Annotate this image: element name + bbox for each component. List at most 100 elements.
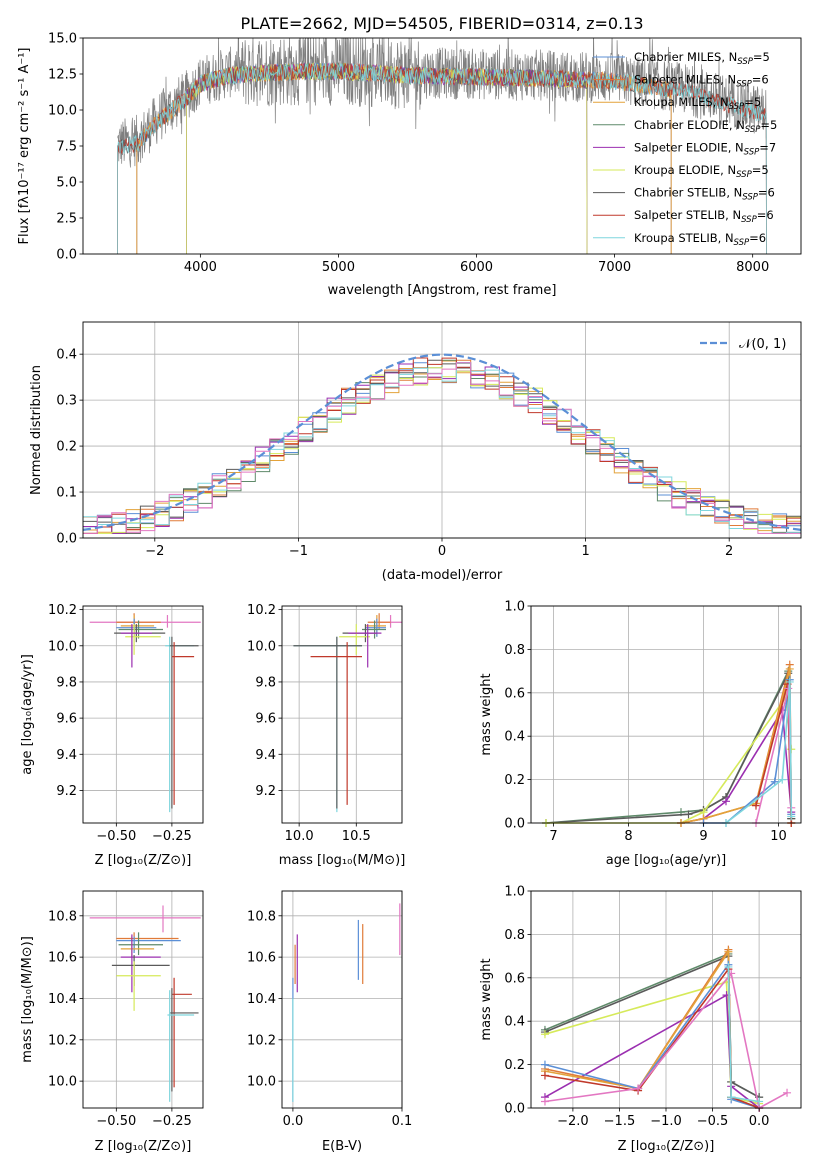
y-tick-label: 10.8 <box>48 909 77 924</box>
spectrum-y-ticks: 0.0 2.5 5.0 7.5 10.0 12.5 15.0 <box>48 32 83 263</box>
mass-weight-marker <box>540 1097 549 1106</box>
y-tick-label: 10.0 <box>48 104 77 119</box>
age-vs-mass-x-label: mass [log₁₀(M/M⊙)] <box>279 853 406 868</box>
x-tick-label: −0.5 <box>697 1114 729 1129</box>
age-vs-metallicity-panel: −0.50 −0.25 9.2 9.4 9.6 9.8 10.0 10.2 Z [log₁₀… <box>20 603 204 868</box>
y-tick-label: 10.4 <box>48 992 77 1007</box>
x-tick-label: −1.0 <box>650 1114 682 1129</box>
weight-vs-metallicity-y-label: mass weight <box>479 958 494 1040</box>
y-tick-label: 10.2 <box>48 1033 77 1048</box>
y-tick-label: 0.0 <box>56 532 77 547</box>
spectrum-data <box>117 38 767 254</box>
weight-vs-metallicity-data <box>540 945 792 1112</box>
y-tick-label: 0.0 <box>56 248 77 263</box>
figure-title: PLATE=2662, MJD=54505, FIBERID=0314, z=0… <box>240 14 643 33</box>
spectrum-x-label: wavelength [Angstrom, rest frame] <box>328 283 557 298</box>
x-tick-label: 9 <box>699 829 707 844</box>
weight-vs-age-y-ticks: 0.0 0.2 0.4 0.6 0.8 1.0 <box>504 600 531 832</box>
age-vs-metallicity-y-ticks: 9.2 9.4 9.6 9.8 10.0 10.2 <box>48 603 83 799</box>
x-tick-label: 0.0 <box>283 1114 304 1129</box>
y-tick-label: 0.4 <box>504 730 525 745</box>
age-vs-mass-x-ticks: 10.0 10.5 <box>285 823 371 844</box>
y-tick-label: 10.0 <box>247 1075 276 1090</box>
spectrum-y-label: Flux [fλ10⁻¹⁷ erg cm⁻² s⁻¹ A⁻¹] <box>17 48 32 245</box>
y-tick-label: 2.5 <box>56 212 77 227</box>
legend-entry-label: Chabrier MILES, NSSP=5 <box>634 50 770 67</box>
legend-entry-label: Kroupa ELODIE, NSSP=5 <box>634 163 769 180</box>
y-tick-label: 0.6 <box>504 971 525 986</box>
y-tick-label: 7.5 <box>56 140 77 155</box>
age-vs-metallicity-data <box>89 613 201 813</box>
y-tick-label: 9.2 <box>255 784 276 799</box>
mass-weight-marker <box>783 1088 792 1097</box>
weight-vs-age-y-label: mass weight <box>479 673 494 755</box>
age-vs-mass-y-ticks: 9.2 9.4 9.6 9.8 10.0 10.2 <box>247 603 282 799</box>
age-vs-metallicity-y-label: age [log₁₀(age/yr)] <box>20 654 35 775</box>
weight-vs-metallicity-x-label: Z [log₁₀(Z/Z⊙)] <box>618 1139 715 1154</box>
mass-vs-metallicity-axes-frame <box>82 890 204 1109</box>
residuals-y-label: Normed distribution <box>29 365 44 495</box>
mass-weight-marker <box>785 677 794 686</box>
x-tick-label: −1 <box>289 544 308 559</box>
x-tick-label: 7000 <box>598 260 631 275</box>
age-vs-metallicity-axes-frame <box>82 605 204 824</box>
mass-vs-extinction-axes-frame <box>281 890 403 1109</box>
y-tick-label: 10.2 <box>48 603 77 618</box>
mass-weight-marker <box>540 1030 549 1039</box>
y-tick-label: 10.2 <box>247 603 276 618</box>
mass-weight-marker <box>752 801 760 810</box>
mass-vs-metallicity-y-label: mass [log₁₀(M/M⊙)] <box>20 936 35 1063</box>
y-tick-label: 10.0 <box>48 1075 77 1090</box>
x-tick-label: 0 <box>438 544 446 559</box>
weight-vs-age-x-ticks: 7 8 9 10 <box>549 823 787 844</box>
y-tick-label: 0.3 <box>56 394 77 409</box>
normal-curve-legend-label: 𝒩(0, 1) <box>739 337 786 352</box>
y-tick-label: 9.4 <box>56 748 77 763</box>
age-vs-mass-data <box>293 613 402 813</box>
residual-histogram-line <box>83 362 801 534</box>
y-tick-label: 15.0 <box>48 32 77 47</box>
model-fit-line <box>117 62 767 254</box>
x-tick-label: 7 <box>549 829 557 844</box>
age-vs-metallicity-x-label: Z [log₁₀(Z/Z⊙)] <box>95 853 192 868</box>
weight-vs-metallicity-x-ticks: −2.0 −1.5 −1.0 −0.5 0.0 <box>557 1108 769 1129</box>
mass-vs-extinction-x-ticks: 0.0 0.1 <box>283 1108 412 1129</box>
mass-weight-marker <box>540 1071 549 1080</box>
y-tick-label: 5.0 <box>56 176 77 191</box>
y-tick-label: 10.8 <box>247 909 276 924</box>
y-tick-label: 9.8 <box>56 675 77 690</box>
mass-weight-line <box>544 993 760 1109</box>
y-tick-label: 0.1 <box>56 486 77 501</box>
y-tick-label: 9.4 <box>255 748 276 763</box>
y-tick-label: 0.2 <box>504 1058 525 1073</box>
y-tick-label: 0.4 <box>56 348 77 363</box>
age-vs-mass-panel: 10.0 10.5 9.2 9.4 9.6 9.8 10.0 10.2 mass [log₁… <box>247 603 405 868</box>
y-tick-label: 0.0 <box>504 1102 525 1117</box>
legend-entry-label: Chabrier ELODIE, NSSP=5 <box>634 118 777 135</box>
legend-entry-label: Kroupa STELIB, NSSP=6 <box>634 231 766 248</box>
mass-weight-marker <box>634 1084 643 1093</box>
x-tick-label: −0.50 <box>96 829 136 844</box>
weight-vs-metallicity-y-ticks: 0.0 0.2 0.4 0.6 0.8 1.0 <box>504 885 531 1117</box>
mass-weight-marker <box>727 1093 736 1102</box>
y-tick-label: 0.8 <box>504 928 525 943</box>
weight-vs-age-axes-frame <box>530 605 802 824</box>
mass-weight-marker <box>684 810 693 819</box>
spectrum-legend: Chabrier MILES, NSSP=5 Salpeter MILES, NS… <box>593 50 777 248</box>
mass-weight-marker <box>785 664 794 673</box>
y-tick-label: 10.6 <box>48 951 77 966</box>
mass-weight-marker <box>755 1097 764 1106</box>
mass-vs-metallicity-x-label: Z [log₁₀(Z/Z⊙)] <box>95 1139 192 1154</box>
x-tick-label: −0.50 <box>96 1114 136 1129</box>
residuals-x-ticks: −2 −1 0 1 2 <box>145 538 733 559</box>
normal-curve-line <box>82 353 802 531</box>
y-tick-label: 10.2 <box>247 1033 276 1048</box>
x-tick-label: 1 <box>581 544 589 559</box>
mass-vs-extinction-x-label: E(B-V) <box>322 1139 362 1154</box>
residuals-x-label: (data-model)/error <box>382 568 503 583</box>
x-tick-label: −0.25 <box>152 1114 192 1129</box>
residuals-legend: 𝒩(0, 1) <box>700 337 786 352</box>
mass-weight-marker <box>724 947 733 956</box>
mass-weight-marker <box>787 812 796 821</box>
